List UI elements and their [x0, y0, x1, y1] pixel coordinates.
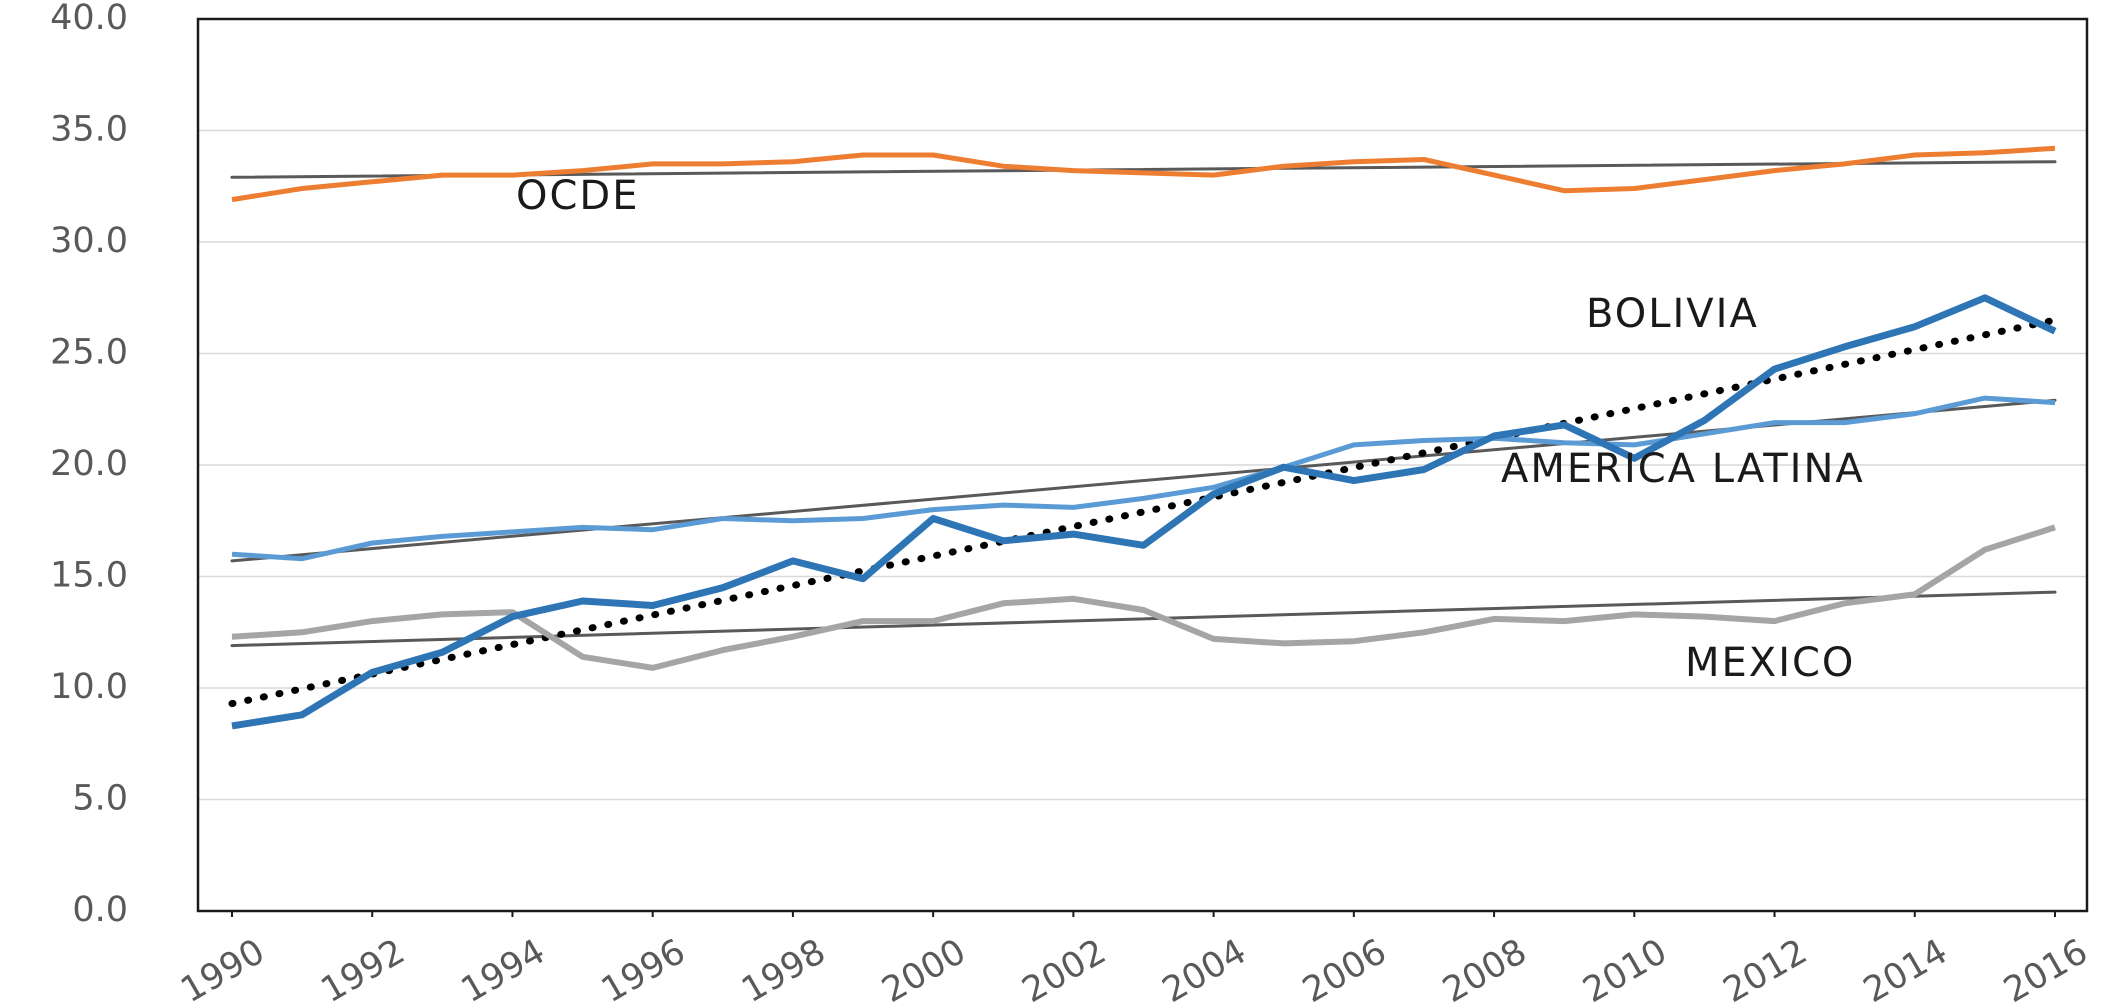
x-tick-label: 2004 [1156, 932, 1253, 1008]
x-tick-label: 2008 [1436, 932, 1533, 1008]
series-label: BOLIVIA [1586, 291, 1759, 337]
series-label: MEXICO [1685, 640, 1855, 686]
x-tick-label: 2000 [876, 932, 973, 1008]
x-tick-label: 1998 [735, 932, 832, 1008]
series-line [231, 294, 2057, 730]
y-tick-label: 40.0 [50, 0, 128, 38]
y-tick-label: 15.0 [50, 556, 128, 596]
x-tick-label: 2014 [1857, 932, 1954, 1008]
y-tick-label: 25.0 [50, 333, 128, 373]
x-tick-label: 2016 [1997, 932, 2094, 1008]
x-tick-label: 1992 [315, 932, 412, 1008]
y-tick-label: 35.0 [50, 110, 128, 150]
x-tick-label: 2010 [1577, 932, 1674, 1008]
y-tick-label: 30.0 [50, 221, 128, 261]
x-tick-label: 1990 [174, 932, 271, 1008]
y-tick-label: 20.0 [50, 444, 128, 484]
x-tick-label: 1996 [595, 932, 692, 1008]
trendline [230, 590, 2057, 648]
series-line [231, 395, 2056, 562]
series-line [231, 524, 2056, 671]
series-label: OCDE [516, 173, 640, 219]
y-tick-label: 5.0 [72, 779, 128, 819]
series-line [231, 145, 2056, 203]
x-tick-label: 2012 [1717, 932, 1814, 1008]
x-tick-label: 1994 [455, 932, 552, 1008]
x-tick-label: 2002 [1016, 932, 1113, 1008]
x-tick-label: 2006 [1296, 932, 1393, 1008]
plot-frame [196, 17, 2089, 913]
y-tick-label: 0.0 [72, 890, 128, 930]
y-tick-label: 10.0 [50, 667, 128, 707]
series-label: AMERICA LATINA [1501, 446, 1865, 492]
